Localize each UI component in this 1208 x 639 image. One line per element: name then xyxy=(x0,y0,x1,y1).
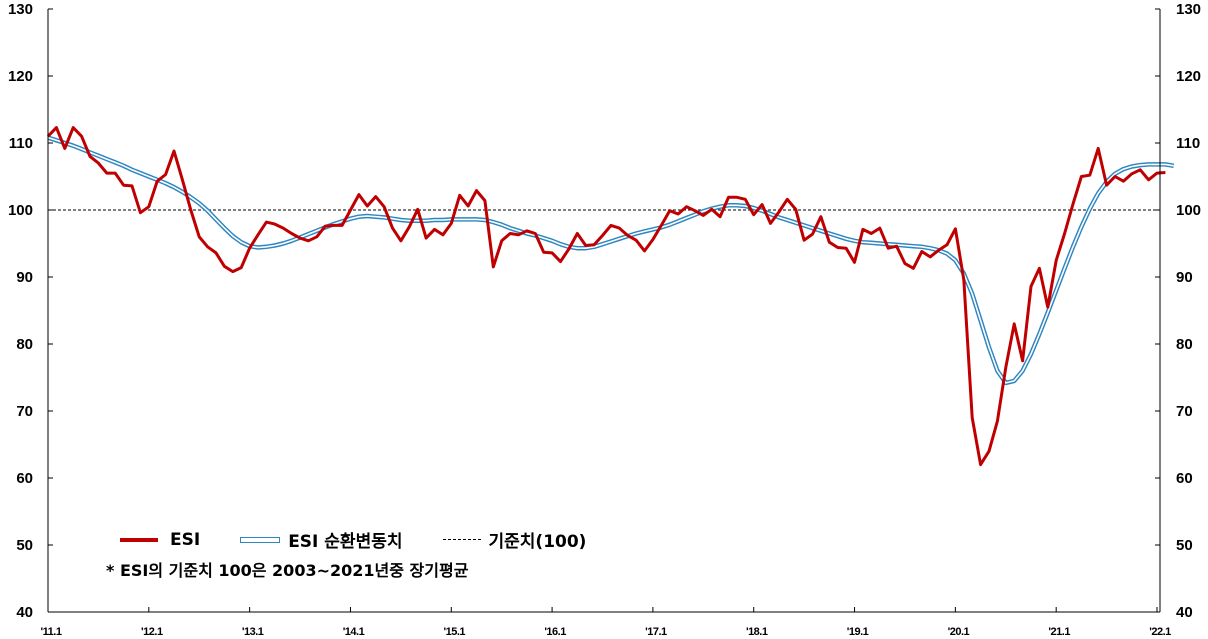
right-y-axis-labels: 40 50 60 70 80 90 100 110 120 130 xyxy=(1176,1,1201,621)
y-tick-label: 130 xyxy=(8,1,33,18)
y-tick-label: 80 xyxy=(16,336,33,353)
x-tick-label: '17.1 xyxy=(645,626,667,638)
legend-item-cyclical: ESI 순환변동치 xyxy=(240,527,403,552)
y-tick-label: 40 xyxy=(16,604,33,621)
y2-tick-label: 60 xyxy=(1176,470,1193,487)
footnote: * ESI의 기준치 100은 2003~2021년중 장기평균 xyxy=(106,561,469,580)
y2-tick-label: 40 xyxy=(1176,604,1193,621)
x-tick-label: '13.1 xyxy=(242,626,264,638)
legend-esi-label: ESI xyxy=(170,529,201,550)
x-tick-label: '15.1 xyxy=(444,626,466,638)
y-tick-label: 70 xyxy=(16,403,33,420)
y2-tick-label: 110 xyxy=(1176,135,1200,152)
y-tick-label: 60 xyxy=(16,470,33,487)
x-tick-label: '20.1 xyxy=(948,626,970,638)
x-tick-label: '16.1 xyxy=(544,626,566,638)
legend: ESI ESI 순환변동치 기준치(100) xyxy=(120,527,626,552)
plot-frame xyxy=(47,8,1161,613)
x-tick-label: '21.1 xyxy=(1048,626,1070,638)
y-tick-label: 100 xyxy=(8,202,33,219)
x-tick-label: '22.1 xyxy=(1149,626,1171,638)
y2-tick-label: 120 xyxy=(1176,68,1201,85)
x-tick-label: '19.1 xyxy=(847,626,869,638)
x-tick-label: '14.1 xyxy=(343,626,365,638)
esi-series xyxy=(46,126,1166,467)
y-tick-label: 120 xyxy=(8,68,33,85)
esi-cyclical-series xyxy=(47,135,1175,386)
x-tick-label: '12.1 xyxy=(141,626,163,638)
x-axis-labels: '11.1 '12.1 '13.1 '14.1 '15.1 '16.1 '17.1 '18.1… xyxy=(41,626,1172,638)
y2-tick-label: 100 xyxy=(1176,202,1201,219)
left-y-axis-labels: 40 50 60 70 80 90 100 110 120 130 xyxy=(8,1,33,621)
legend-item-esi: ESI xyxy=(120,530,200,550)
x-tick-label: '18.1 xyxy=(746,626,768,638)
y2-tick-label: 130 xyxy=(1176,1,1201,18)
legend-baseline-label: 기준치(100) xyxy=(488,532,587,552)
y-tick-label: 90 xyxy=(16,269,33,286)
y2-tick-label: 80 xyxy=(1176,336,1193,353)
esi-swatch-icon xyxy=(120,537,158,542)
legend-cyclical-label: ESI 순환변동치 xyxy=(288,532,403,552)
x-tick-label: '11.1 xyxy=(41,626,62,638)
y2-tick-label: 90 xyxy=(1176,269,1193,286)
y2-tick-label: 50 xyxy=(1176,537,1193,554)
y-tick-label: 110 xyxy=(9,135,33,152)
y2-tick-label: 70 xyxy=(1176,403,1193,420)
y-tick-label: 50 xyxy=(16,537,33,554)
cyclical-swatch-icon xyxy=(240,536,281,543)
baseline-swatch-icon xyxy=(442,539,481,540)
legend-item-baseline: 기준치(100) xyxy=(442,527,587,552)
